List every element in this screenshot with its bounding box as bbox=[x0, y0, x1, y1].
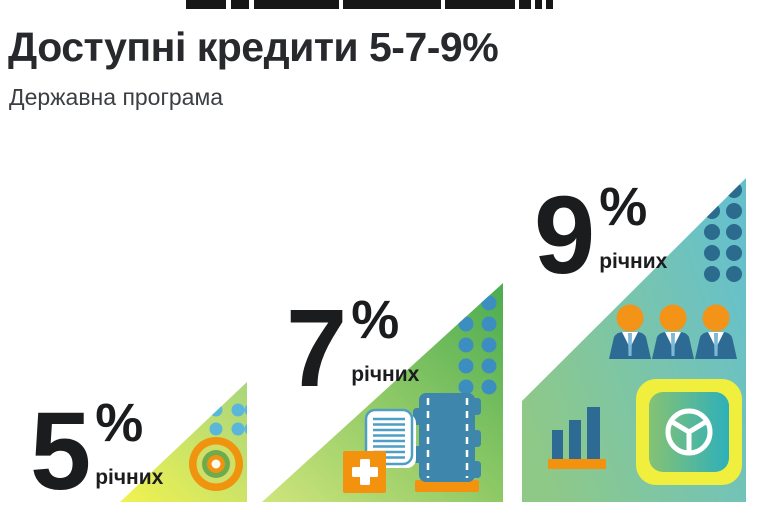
rate-period: річних bbox=[599, 250, 668, 273]
rate-number: 7 bbox=[286, 287, 347, 410]
plus-icon bbox=[343, 451, 386, 493]
bar-segment bbox=[186, 0, 226, 9]
money-stack-icon bbox=[413, 393, 481, 492]
bar-segment bbox=[254, 0, 339, 9]
tier-7-triangle bbox=[262, 283, 503, 502]
page-title: Доступні кредити 5-7-9% bbox=[8, 24, 499, 70]
bar-segment bbox=[231, 0, 249, 9]
dots-grid-7 bbox=[458, 295, 497, 395]
rate-number: 5 bbox=[30, 390, 91, 513]
steering-wheel-icon bbox=[636, 379, 742, 485]
person-icon bbox=[695, 304, 737, 359]
rate-number: 9 bbox=[534, 174, 595, 297]
document-icon bbox=[364, 408, 416, 468]
percent-sign: % bbox=[351, 290, 400, 350]
target-icon bbox=[189, 437, 243, 491]
page-subtitle: Державна програма bbox=[9, 84, 224, 110]
rate-label-7: 7 % річних bbox=[286, 287, 420, 410]
person-icon bbox=[652, 304, 694, 359]
rate-label-5: 5 % річних bbox=[30, 390, 164, 513]
rate-period: річних bbox=[351, 363, 420, 386]
bar-segment bbox=[519, 0, 531, 9]
rate-label-9: 9 % річних bbox=[534, 174, 668, 297]
bar-segment bbox=[343, 0, 441, 9]
bar-chart-icon bbox=[548, 407, 606, 469]
tier-9-triangle bbox=[522, 178, 746, 502]
team-icon bbox=[609, 304, 737, 359]
bar-segment bbox=[535, 0, 542, 9]
percent-sign: % bbox=[599, 177, 648, 237]
rate-period: річних bbox=[95, 466, 164, 489]
percent-sign: % bbox=[95, 393, 144, 453]
bar-segment bbox=[546, 0, 553, 9]
bar-segment bbox=[445, 0, 515, 9]
person-icon bbox=[609, 304, 651, 359]
cropped-text-bar bbox=[186, 0, 553, 9]
